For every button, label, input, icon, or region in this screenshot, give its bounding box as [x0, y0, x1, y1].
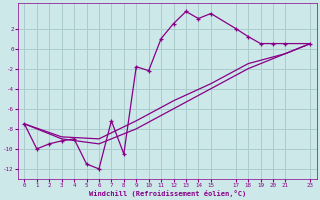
- X-axis label: Windchill (Refroidissement éolien,°C): Windchill (Refroidissement éolien,°C): [89, 190, 246, 197]
